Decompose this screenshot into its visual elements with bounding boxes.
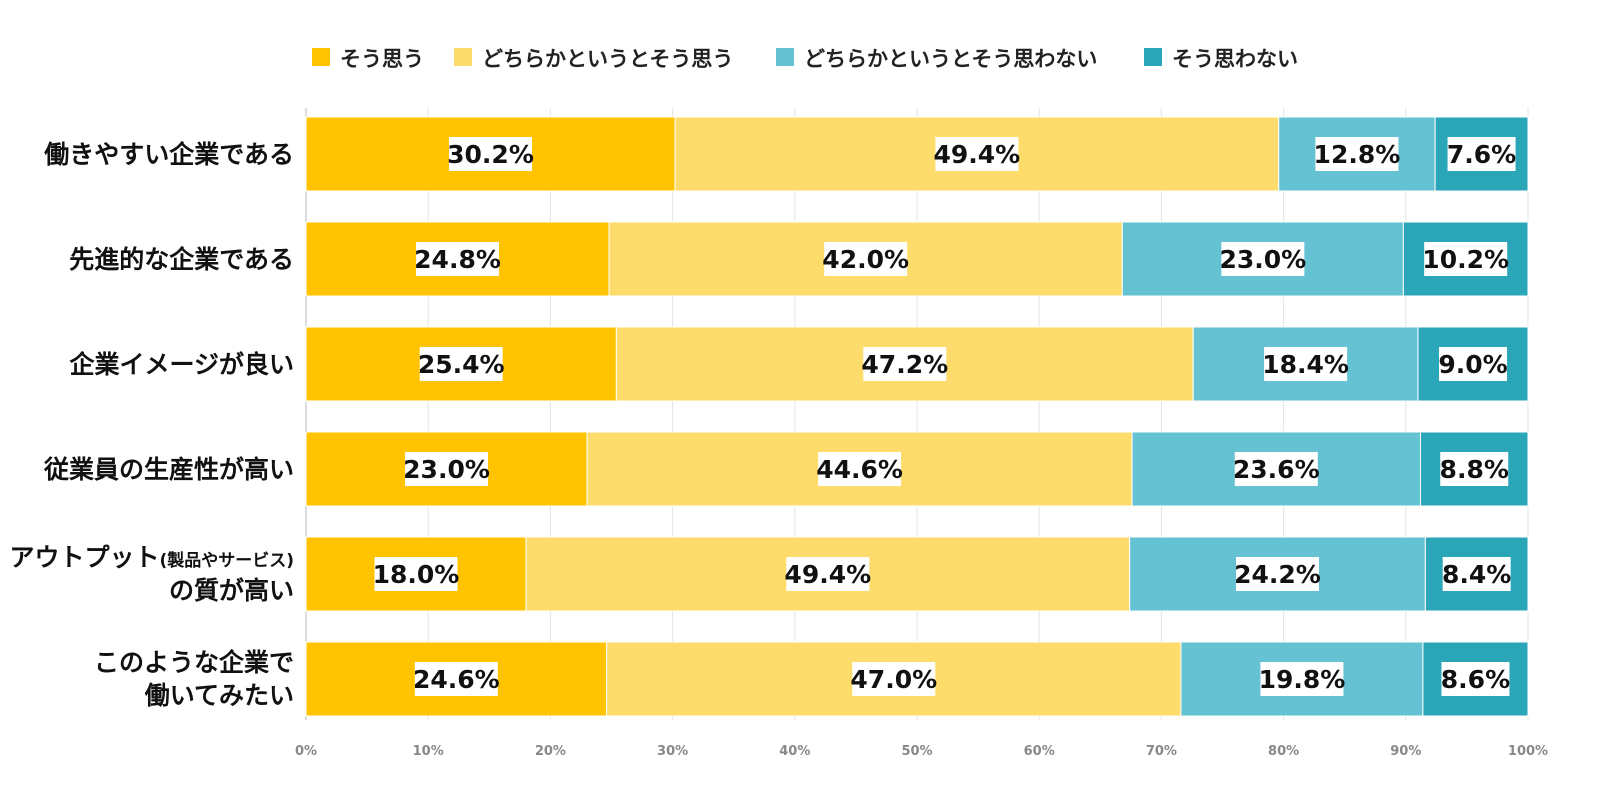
category-label: 従業員の生産性が高い	[43, 455, 294, 484]
value-label: 47.2%	[861, 350, 948, 379]
x-tick-label: 80%	[1268, 744, 1299, 759]
value-label: 18.4%	[1262, 350, 1349, 379]
value-label-bg	[863, 347, 947, 381]
value-label: 12.8%	[1314, 140, 1401, 169]
value-label: 24.6%	[413, 665, 500, 694]
value-label: 8.8%	[1440, 455, 1509, 484]
value-label-bg	[824, 242, 908, 276]
value-label: 9.0%	[1438, 350, 1507, 379]
value-label-bg	[1260, 662, 1344, 696]
x-tick-label: 20%	[535, 744, 566, 759]
x-tick-label: 100%	[1508, 744, 1548, 759]
value-label: 23.0%	[1219, 245, 1306, 274]
legend-label: どちらかというとそう思う	[482, 47, 733, 71]
value-label-bg	[414, 662, 498, 696]
value-label: 30.2%	[447, 140, 534, 169]
x-tick-label: 10%	[413, 744, 444, 759]
value-label-bg	[1234, 452, 1318, 486]
value-label-bg	[818, 452, 902, 486]
value-label: 8.4%	[1442, 560, 1511, 589]
value-label-bg	[374, 557, 458, 591]
value-label-bg	[1235, 557, 1319, 591]
value-label-bg	[1221, 242, 1305, 276]
x-tick-label: 40%	[779, 744, 810, 759]
x-tick-label: 50%	[901, 744, 932, 759]
value-label: 18.0%	[373, 560, 460, 589]
legend: そう思う どちらかというとそう思う どちらかというとそう思わない そう思わない	[312, 47, 1298, 71]
legend-label: そう思わない	[1172, 47, 1298, 71]
category-label-line2: の質が高い	[169, 576, 294, 605]
category-label: 企業イメージが良い	[69, 350, 294, 379]
value-label-bg	[1441, 662, 1510, 696]
value-label-bg	[1439, 347, 1508, 381]
value-label-bg	[935, 137, 1019, 171]
x-tick-label: 0%	[295, 744, 317, 759]
value-label: 44.6%	[816, 455, 903, 484]
legend-swatch	[1144, 48, 1162, 66]
value-label: 10.2%	[1422, 245, 1509, 274]
x-tick-label: 60%	[1024, 744, 1055, 759]
value-label: 25.4%	[418, 350, 505, 379]
value-label-bg	[1442, 557, 1511, 591]
category-label: アウトプット(製品やサービス)	[9, 543, 294, 572]
value-label-bg	[1264, 347, 1348, 381]
value-label-bg	[405, 452, 489, 486]
x-axis-ticks: 0% 10% 20% 30% 40% 50% 60% 70% 80% 90% 100%	[295, 744, 1548, 759]
category-label-main: アウトプット	[9, 543, 159, 572]
value-label: 24.2%	[1234, 560, 1321, 589]
value-label-bg	[449, 137, 533, 171]
value-label: 19.8%	[1259, 665, 1346, 694]
value-label-bg	[416, 242, 500, 276]
category-labels: 働きやすい企業である先進的な企業である企業イメージが良い従業員の生産性が高いアウ…	[9, 140, 294, 710]
value-label: 24.8%	[414, 245, 501, 274]
value-label-bg	[852, 662, 936, 696]
legend-swatch	[776, 48, 794, 66]
value-label: 49.4%	[784, 560, 871, 589]
bars: 30.2% 49.4% 12.8% 7.6% 24.8% 42.0% 23.0% 10.2% 2…	[305, 116, 1529, 717]
value-label-bg	[1440, 452, 1509, 486]
legend-label: どちらかというとそう思わない	[804, 47, 1097, 71]
category-label-paren: (製品やサービス)	[159, 550, 294, 571]
category-label: このような企業で	[94, 648, 294, 677]
value-label: 47.0%	[850, 665, 937, 694]
value-label-bg	[786, 557, 870, 591]
value-label: 42.0%	[822, 245, 909, 274]
gridlines	[305, 108, 1529, 720]
category-label-line2: 働いてみたい	[144, 681, 294, 710]
value-label: 23.0%	[403, 455, 490, 484]
value-label: 8.6%	[1441, 665, 1510, 694]
value-label: 7.6%	[1447, 140, 1516, 169]
legend-label: そう思う	[340, 47, 424, 71]
value-label: 49.4%	[934, 140, 1021, 169]
x-tick-label: 70%	[1146, 744, 1177, 759]
value-label-bg	[419, 347, 503, 381]
category-label: 働きやすい企業である	[43, 140, 294, 169]
category-label: 先進的な企業である	[69, 245, 294, 274]
value-label: 23.6%	[1233, 455, 1320, 484]
value-label-bg	[1424, 242, 1508, 276]
legend-swatch	[454, 48, 472, 66]
x-tick-label: 30%	[657, 744, 688, 759]
x-tick-label: 90%	[1390, 744, 1421, 759]
value-label-bg	[1447, 137, 1516, 171]
value-label-bg	[1315, 137, 1399, 171]
legend-swatch	[312, 48, 330, 66]
